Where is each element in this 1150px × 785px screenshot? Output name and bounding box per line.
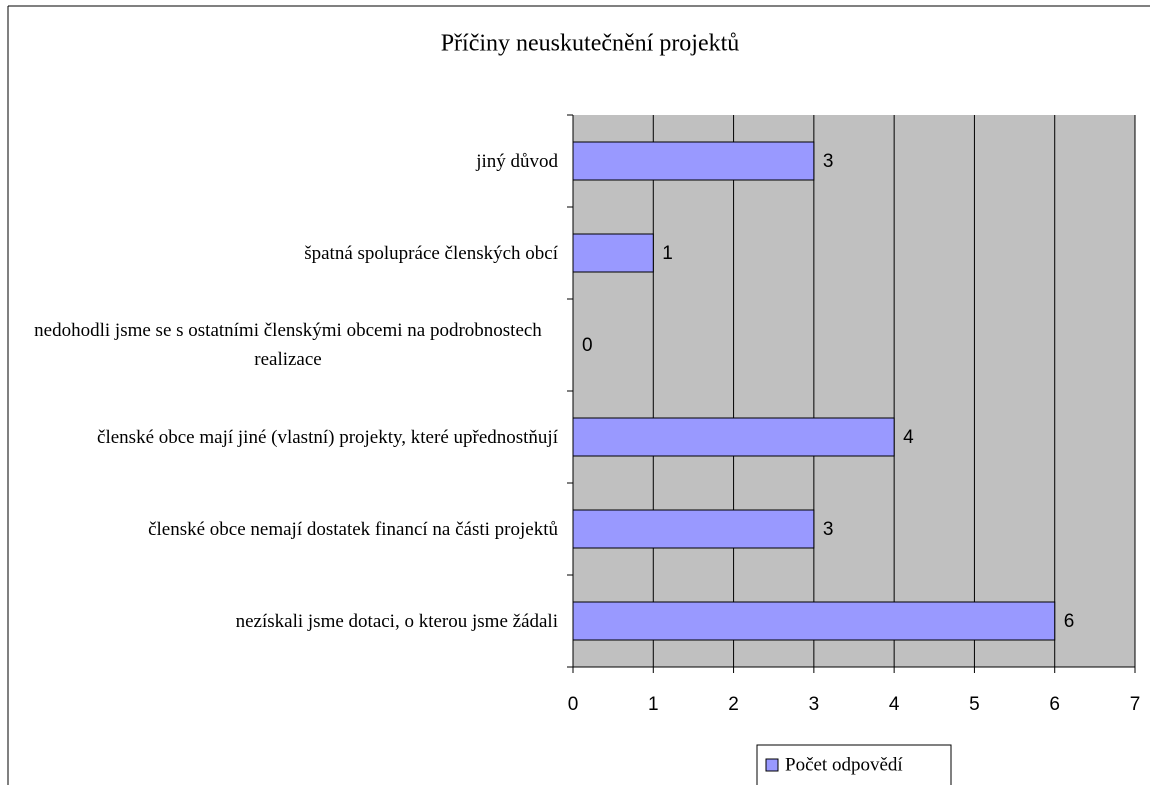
category-text: špatná spolupráce členských obcí xyxy=(304,242,558,264)
category-text: členské obce nemají dostatek financí na … xyxy=(148,518,558,540)
data-label: 0 xyxy=(582,335,593,356)
y-tick-label: špatná spolupráce členských obcí xyxy=(10,213,558,293)
data-label: 1 xyxy=(662,243,673,264)
y-tick-label: jiný důvod xyxy=(10,121,558,201)
legend-swatch xyxy=(765,758,779,772)
y-tick-label: členské obce mají jiné (vlastní) projekt… xyxy=(10,397,558,477)
bar xyxy=(572,141,815,181)
category-text: nedohodli jsme se s ostatními členskými … xyxy=(34,320,542,370)
data-label: 3 xyxy=(823,519,834,540)
y-tick-label: nedohodli jsme se s ostatními členskými … xyxy=(10,305,558,385)
bar xyxy=(572,417,895,457)
x-tick-label: 0 xyxy=(568,694,579,715)
data-label: 6 xyxy=(1064,611,1075,632)
x-tick-label: 1 xyxy=(648,694,659,715)
legend-label: Počet odpovědí xyxy=(785,754,903,775)
y-tick-label: nezískali jsme dotaci, o kterou jsme žád… xyxy=(10,581,558,661)
x-tick-label: 5 xyxy=(969,694,980,715)
y-tick-label: členské obce nemají dostatek financí na … xyxy=(10,489,558,569)
chart-title: Příčiny neuskutečnění projektů xyxy=(441,31,740,57)
x-tick-label: 2 xyxy=(728,694,739,715)
bar xyxy=(572,509,815,549)
category-text: jiný důvod xyxy=(476,150,558,172)
plot-area xyxy=(573,115,1135,667)
x-tick-label: 6 xyxy=(1049,694,1060,715)
data-label: 4 xyxy=(903,427,914,448)
x-tick-label: 4 xyxy=(889,694,900,715)
category-text: nezískali jsme dotaci, o kterou jsme žád… xyxy=(235,610,558,632)
x-tick-label: 3 xyxy=(809,694,820,715)
category-text: členské obce mají jiné (vlastní) projekt… xyxy=(97,426,558,448)
data-label: 3 xyxy=(823,151,834,172)
bar xyxy=(572,233,654,273)
legend-box xyxy=(756,744,952,785)
x-tick-label: 7 xyxy=(1130,694,1141,715)
bar xyxy=(572,601,1056,641)
